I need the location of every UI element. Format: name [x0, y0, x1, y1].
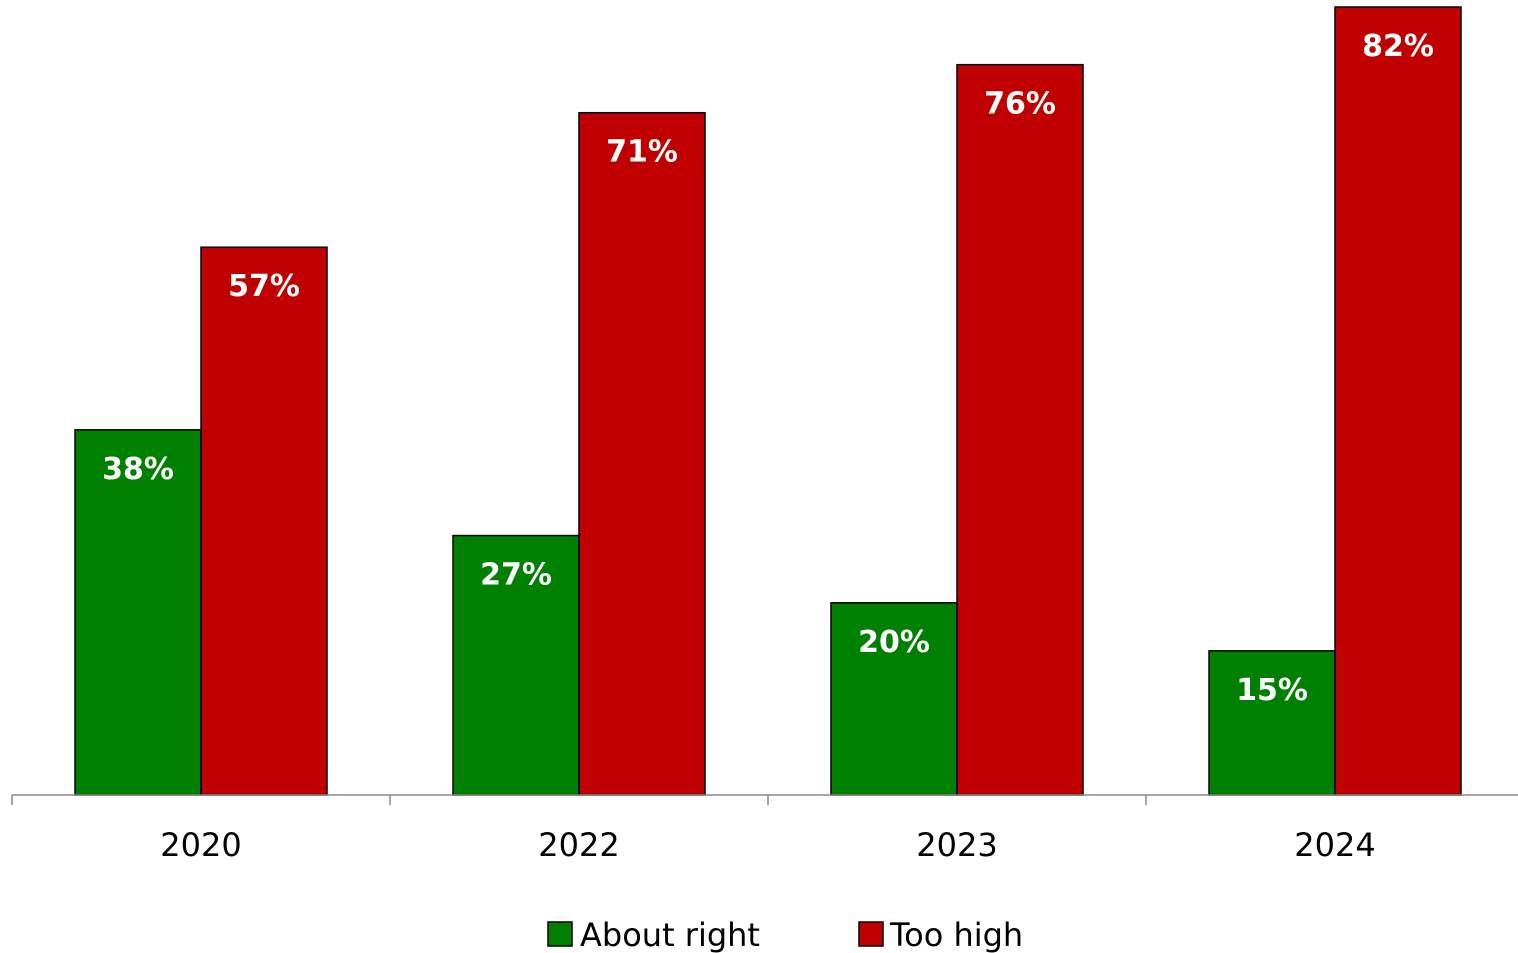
legend-swatch-about-right: [547, 921, 573, 947]
bars-group: [74, 6, 1462, 796]
x-tick-label-2022: 2022: [538, 826, 619, 864]
x-tick-label-2023: 2023: [916, 826, 997, 864]
x-tick-label-2024: 2024: [1294, 826, 1375, 864]
x-axis-ticks-group: 2020 2022 2023 2024: [11, 795, 1376, 864]
bar-about-right-2020: [74, 429, 202, 796]
data-label-too-high-2022: 71%: [606, 135, 678, 170]
data-label-about-right-2020: 38%: [102, 452, 174, 487]
bar-about-right-2023: [830, 602, 958, 796]
x-tick-label-2020: 2020: [160, 826, 241, 864]
legend-swatch-too-high: [858, 921, 884, 947]
data-label-too-high-2020: 57%: [228, 269, 300, 304]
bar-too-high-2020: [200, 246, 328, 796]
data-label-about-right-2023: 20%: [858, 625, 930, 660]
data-labels-group: 38% 57% 27% 71% 20% 76% 15% 82%: [102, 29, 1434, 708]
bar-too-high-2022: [578, 111, 706, 796]
bar-about-right-2022: [452, 534, 580, 796]
legend: About right Too high: [547, 916, 1023, 953]
data-label-about-right-2022: 27%: [480, 558, 552, 593]
bar-too-high-2024: [1334, 6, 1462, 796]
bar-too-high-2023: [956, 63, 1084, 796]
data-label-about-right-2024: 15%: [1236, 673, 1308, 708]
legend-label-too-high: Too high: [889, 916, 1023, 953]
data-label-too-high-2023: 76%: [984, 87, 1056, 122]
data-label-too-high-2024: 82%: [1362, 29, 1434, 64]
legend-label-about-right: About right: [580, 916, 760, 953]
